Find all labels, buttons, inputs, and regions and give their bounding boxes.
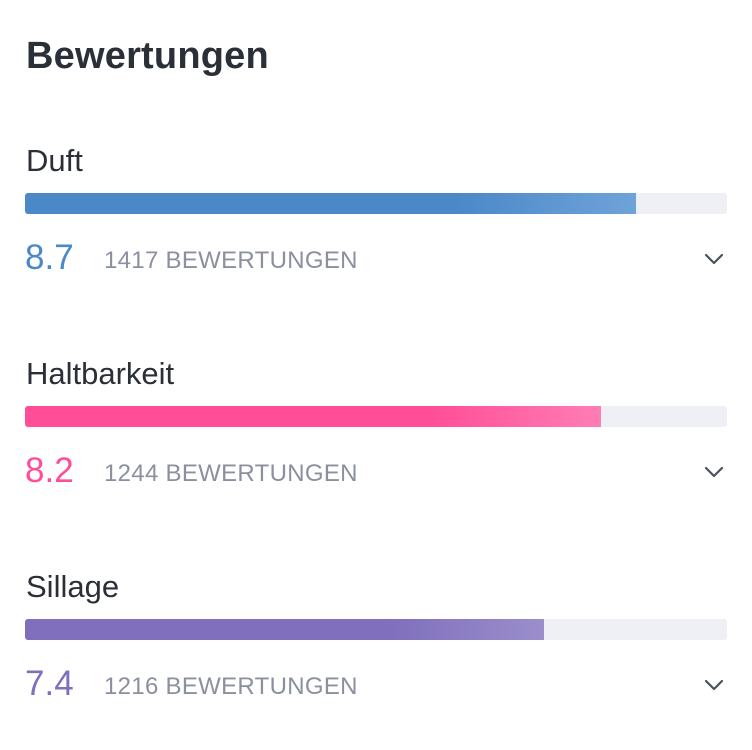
rating-bar-fill [25,193,636,214]
rating-haltbarkeit: Haltbarkeit 8.2 1244 BEWERTUNGEN [0,354,752,504]
rating-label: Duft [26,143,83,178]
expand-button[interactable] [700,245,728,273]
rating-duft: Duft 8.7 1417 BEWERTUNGEN [0,141,752,291]
rating-count: 1244 BEWERTUNGEN [104,460,358,487]
rating-score: 7.4 [25,664,74,703]
rating-bar-fill [25,406,601,427]
section-title: Bewertungen [26,35,269,77]
rating-bar-track [25,619,727,640]
chevron-down-icon [704,253,724,265]
rating-bar-track [25,406,727,427]
rating-bar-track [25,193,727,214]
rating-count: 1216 BEWERTUNGEN [104,673,358,700]
rating-score: 8.2 [25,451,74,490]
chevron-down-icon [704,679,724,691]
rating-label: Haltbarkeit [26,356,175,391]
chevron-down-icon [704,466,724,478]
rating-label: Sillage [26,569,120,604]
rating-sillage: Sillage 7.4 1216 BEWERTUNGEN [0,567,752,717]
expand-button[interactable] [700,458,728,486]
rating-count: 1417 BEWERTUNGEN [104,247,358,274]
rating-bar-fill [25,619,545,640]
expand-button[interactable] [700,671,728,699]
rating-score: 8.7 [25,238,74,277]
